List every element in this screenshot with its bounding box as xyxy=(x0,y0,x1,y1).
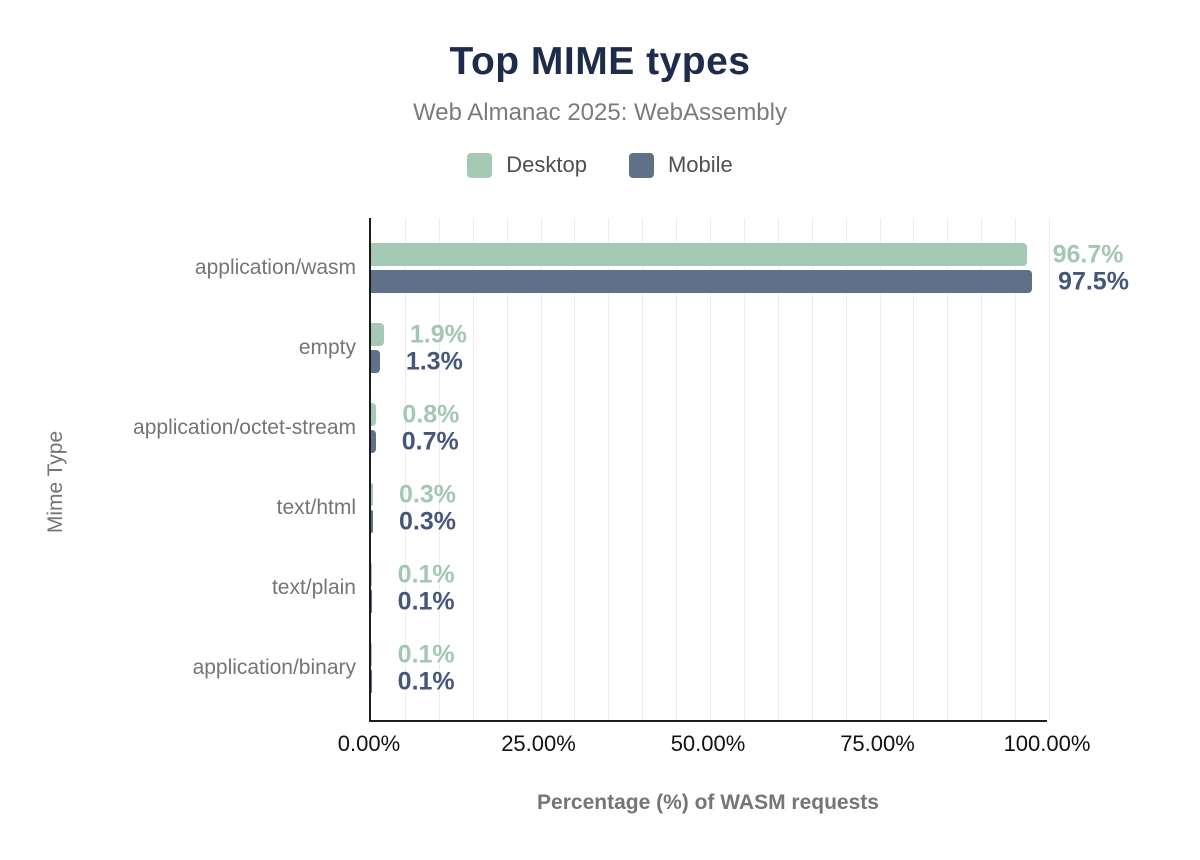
desktop-swatch-icon xyxy=(467,152,493,178)
gridline xyxy=(845,218,847,720)
bar-desktop-application/binary xyxy=(371,643,372,666)
gridline xyxy=(1049,218,1050,720)
value-label-mobile-text/plain: 0.1% xyxy=(397,587,455,615)
plot-area xyxy=(369,218,1050,722)
category-label-text/html: text/html xyxy=(276,496,356,519)
bar-desktop-application/octet-stream xyxy=(371,403,377,426)
legend-item-mobile[interactable]: Mobile xyxy=(628,152,733,178)
gridline xyxy=(642,218,644,720)
gridline xyxy=(1015,218,1017,720)
category-label-application/binary: application/binary xyxy=(192,656,356,679)
value-label-desktop-text/plain: 0.1% xyxy=(397,560,455,588)
y-axis-title: Mime Type xyxy=(44,430,67,534)
value-label-desktop-text/html: 0.3% xyxy=(399,480,457,508)
gridline xyxy=(472,218,474,720)
bar-desktop-text/html xyxy=(371,483,374,506)
gridline xyxy=(438,218,440,720)
value-label-mobile-empty: 1.3% xyxy=(405,347,463,375)
category-label-text/plain: text/plain xyxy=(271,576,356,599)
gridline xyxy=(404,218,406,720)
gridline xyxy=(676,218,678,720)
gridline xyxy=(743,218,745,720)
category-label-empty: empty xyxy=(298,336,356,359)
gridline xyxy=(879,218,881,720)
gridline xyxy=(913,218,915,720)
chart-subtitle: Web Almanac 2025: WebAssembly xyxy=(413,99,787,126)
gridline xyxy=(947,218,949,720)
bar-desktop-application/wasm xyxy=(371,243,1027,266)
bar-mobile-application/octet-stream xyxy=(371,430,376,453)
x-tick-100.00%: 100.00% xyxy=(1003,731,1091,756)
value-label-mobile-application/octet-stream: 0.7% xyxy=(401,427,459,455)
bar-mobile-empty xyxy=(371,350,380,373)
bar-mobile-application/wasm xyxy=(371,270,1033,293)
gridline xyxy=(608,218,610,720)
x-tick-25.00%: 25.00% xyxy=(501,731,576,756)
gridline xyxy=(981,218,983,720)
legend-item-desktop[interactable]: Desktop xyxy=(467,152,587,178)
bar-mobile-application/binary xyxy=(371,670,372,693)
gridline xyxy=(540,218,542,720)
gridline xyxy=(777,218,779,720)
gridline xyxy=(574,218,576,720)
legend-label-mobile: Mobile xyxy=(667,152,733,177)
value-label-mobile-text/html: 0.3% xyxy=(399,507,457,535)
bar-desktop-text/plain xyxy=(371,563,372,586)
legend-label-desktop: Desktop xyxy=(506,152,587,177)
value-label-desktop-application/binary: 0.1% xyxy=(397,640,455,668)
mobile-swatch-icon xyxy=(628,152,654,178)
category-label-application/octet-stream: application/octet-stream xyxy=(133,416,356,439)
x-tick-50.00%: 50.00% xyxy=(670,731,746,756)
bar-mobile-text/html xyxy=(371,510,374,533)
gridline xyxy=(506,218,508,720)
bar-desktop-empty xyxy=(371,323,384,346)
x-tick-75.00%: 75.00% xyxy=(840,731,915,756)
x-axis-title: Percentage (%) of WASM requests xyxy=(537,791,879,814)
x-tick-0.00%: 0.00% xyxy=(337,731,401,756)
gridline xyxy=(710,218,711,720)
value-label-desktop-empty: 1.9% xyxy=(409,320,467,348)
category-label-application/wasm: application/wasm xyxy=(194,256,356,279)
value-label-desktop-application/octet-stream: 0.8% xyxy=(402,400,460,428)
value-label-mobile-application/wasm: 97.5% xyxy=(1058,267,1129,295)
chart-title: Top MIME types xyxy=(449,40,751,83)
value-label-mobile-application/binary: 0.1% xyxy=(397,667,455,695)
gridline xyxy=(811,218,813,720)
bar-mobile-text/plain xyxy=(371,590,372,613)
legend: Desktop Mobile xyxy=(0,152,1200,178)
value-label-desktop-application/wasm: 96.7% xyxy=(1052,240,1124,268)
